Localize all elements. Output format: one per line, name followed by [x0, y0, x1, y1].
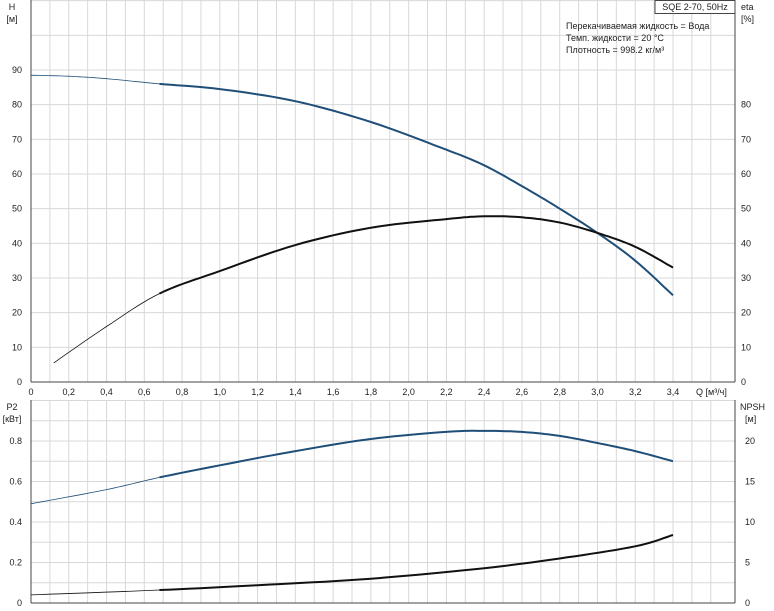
x-tick-label: 1,4 [289, 387, 302, 397]
y-tick-label-left: 0.6 [9, 477, 22, 487]
y-tick-label-right: 10 [741, 342, 751, 352]
annotation-density: Плотность = 998.2 кг/м³ [566, 45, 665, 55]
y-axis-label-right-unit: [м] [745, 414, 756, 424]
x-tick-label: 1,2 [251, 387, 264, 397]
x-tick-label: 0,2 [63, 387, 76, 397]
y-tick-label-left: 0 [17, 598, 22, 608]
annotation-liquid: Перекачиваемая жидкость = Вода [566, 21, 710, 31]
x-tick-label: 0 [28, 387, 33, 397]
y-tick-label-left: 0 [17, 377, 22, 387]
x-tick-label: 0,8 [176, 387, 189, 397]
title-box [654, 0, 736, 14]
y-tick-label-left: 90 [12, 65, 22, 75]
y-tick-label-right: 0 [745, 598, 750, 608]
annotation-temp: Темп. жидкости = 20 °C [566, 33, 664, 43]
x-tick-label: 2,0 [402, 387, 415, 397]
x-tick-label: 0,4 [100, 387, 113, 397]
x-tick-label: 2,6 [516, 387, 529, 397]
y-axis-label-right: eta [741, 2, 754, 12]
y-tick-label-left: 70 [12, 134, 22, 144]
y-tick-label-right: 80 [741, 100, 751, 110]
chart-title: SQE 2-70, 50Hz [662, 2, 728, 12]
x-tick-label: 3,4 [667, 387, 680, 397]
chart-annotations: Перекачиваемая жидкость = Вода Темп. жид… [566, 20, 709, 56]
x-tick-label: 3,2 [629, 387, 642, 397]
y-tick-label-left: 0.2 [9, 558, 22, 568]
x-tick-label: 1,8 [365, 387, 378, 397]
y-tick-label-left: 10 [12, 342, 22, 352]
y-tick-label-right: 20 [745, 436, 755, 446]
x-tick-label: 2,8 [553, 387, 566, 397]
y-tick-label-right: 5 [745, 558, 750, 568]
y-tick-label-right: 30 [741, 273, 751, 283]
y-axis-label-left: H [9, 2, 16, 12]
y-tick-label-left: 0.4 [9, 517, 22, 527]
y-tick-label-left: 40 [12, 238, 22, 248]
y-tick-label-right: 60 [741, 169, 751, 179]
y-axis-label-right: NPSH [740, 402, 765, 412]
y-axis-label-right-unit: [%] [741, 14, 754, 24]
x-tick-label: 0,6 [138, 387, 151, 397]
y-tick-label-right: 15 [745, 477, 755, 487]
y-tick-label-right: 40 [741, 238, 751, 248]
y-tick-label-left: 50 [12, 204, 22, 214]
curve-eta [158, 215, 674, 295]
curve-h-extended [30, 74, 160, 85]
curve-h [159, 82, 674, 297]
y-tick-label-right: 10 [745, 517, 755, 527]
curve-npsh-extended [30, 589, 160, 596]
x-axis-label: Q [м³/ч] [696, 387, 727, 397]
x-tick-label: 2,2 [440, 387, 453, 397]
y-tick-label-right: 70 [741, 134, 751, 144]
curve-p2 [159, 429, 674, 479]
y-tick-label-left: 30 [12, 273, 22, 283]
plot-area [31, 0, 735, 382]
x-tick-label: 3,0 [591, 387, 604, 397]
y-tick-label-left: 0.8 [9, 436, 22, 446]
curve-p2-extended [30, 477, 160, 505]
y-axis-label-left: P2 [6, 402, 17, 412]
y-tick-label-right: 50 [741, 204, 751, 214]
curve-eta-extended [53, 293, 160, 364]
x-tick-label: 1,6 [327, 387, 340, 397]
curve-npsh [159, 534, 674, 591]
y-axis-label-left-unit: [м] [6, 14, 17, 24]
y-tick-label-right: 0 [741, 377, 746, 387]
y-tick-label-left: 60 [12, 169, 22, 179]
y-tick-label-right: 20 [741, 308, 751, 318]
x-tick-label: 1,0 [214, 387, 227, 397]
y-axis-label-left-unit: [кВт] [3, 414, 22, 424]
y-tick-label-left: 20 [12, 308, 22, 318]
y-tick-label-left: 80 [12, 100, 22, 110]
x-tick-label: 2,4 [478, 387, 491, 397]
